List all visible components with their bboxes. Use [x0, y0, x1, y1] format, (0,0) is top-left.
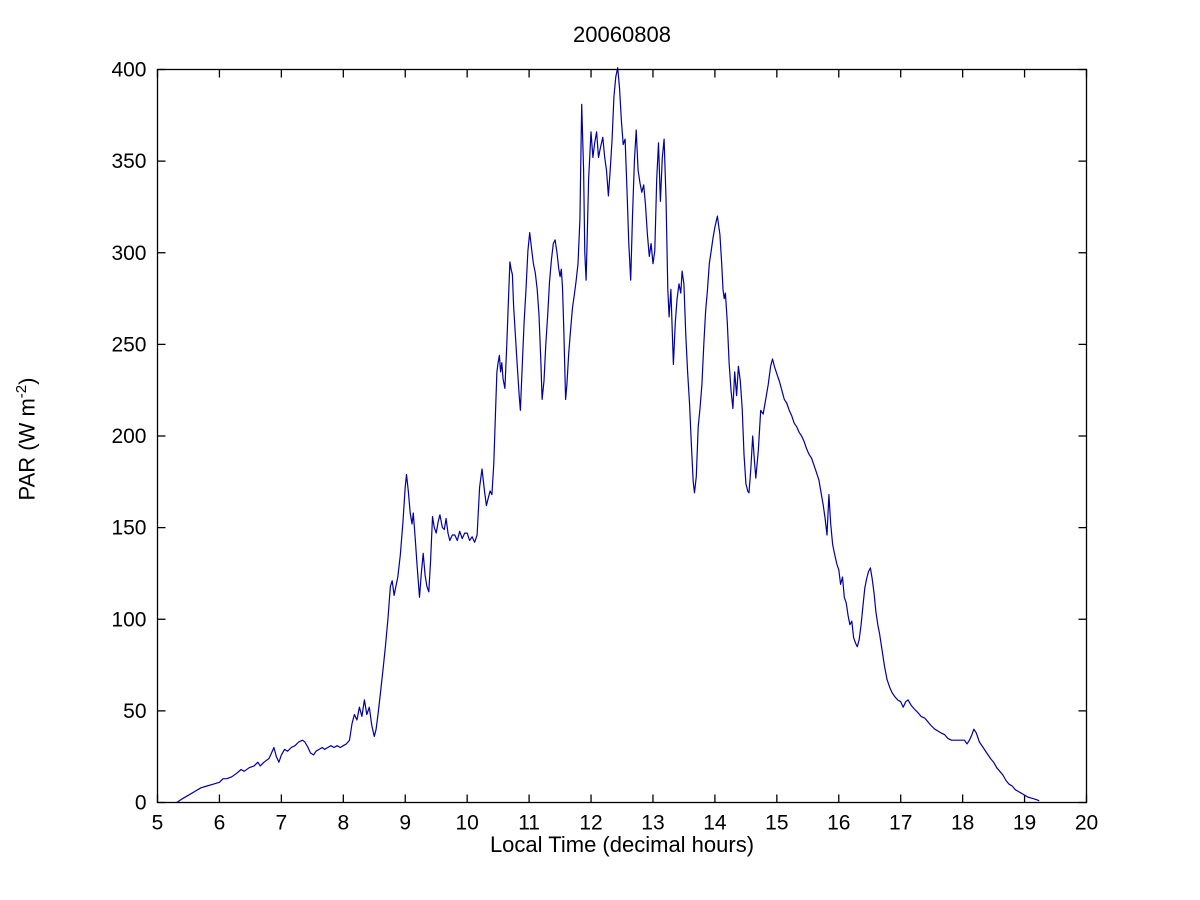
y-tick-label: 400: [111, 59, 146, 82]
y-tick-label: 350: [111, 150, 146, 173]
x-axis-label: Local Time (decimal hours): [489, 832, 755, 857]
x-tick-label: 12: [579, 812, 602, 835]
x-tick-label: 15: [765, 812, 788, 835]
y-tick-label: 250: [111, 333, 146, 356]
x-tick-label: 18: [951, 812, 974, 835]
y-axis-label-close: ): [14, 377, 40, 385]
x-tick-label: 9: [399, 812, 411, 835]
x-tick-label: 7: [276, 812, 288, 835]
chart-title: 20060808: [573, 22, 671, 47]
y-tick-label: 0: [135, 792, 147, 815]
x-tick-label: 10: [455, 812, 478, 835]
y-axis-label: PAR (W m-2): [13, 39, 43, 839]
axis-ticks: [156, 68, 1088, 804]
x-tick-label: 20: [1075, 812, 1098, 835]
x-tick-label: 13: [641, 812, 664, 835]
x-tick-label: 17: [889, 812, 912, 835]
axis-tick-labels: 5 6 7 8 9 10 11 12 13 14 15 16 17 18 19 200501001502002…: [111, 59, 1098, 835]
par-data-line: [176, 67, 1040, 804]
y-tick-label: 150: [111, 517, 146, 540]
y-tick-label: 100: [111, 608, 146, 631]
x-tick-label: 5: [152, 812, 164, 835]
x-tick-label: 11: [518, 812, 540, 835]
y-axis-label-text: PAR (W m: [14, 398, 40, 501]
plot-box-border: [156, 68, 1088, 804]
y-tick-label: 300: [111, 242, 146, 265]
x-tick-label: 16: [827, 812, 850, 835]
y-axis-label-exponent: -2: [13, 384, 30, 399]
x-tick-label: 6: [214, 812, 226, 835]
y-tick-label: 50: [123, 700, 146, 723]
x-tick-label: 14: [703, 812, 727, 835]
x-tick-label: 8: [337, 812, 349, 835]
y-tick-label: 200: [111, 425, 146, 448]
x-tick-label: 19: [1013, 812, 1036, 835]
